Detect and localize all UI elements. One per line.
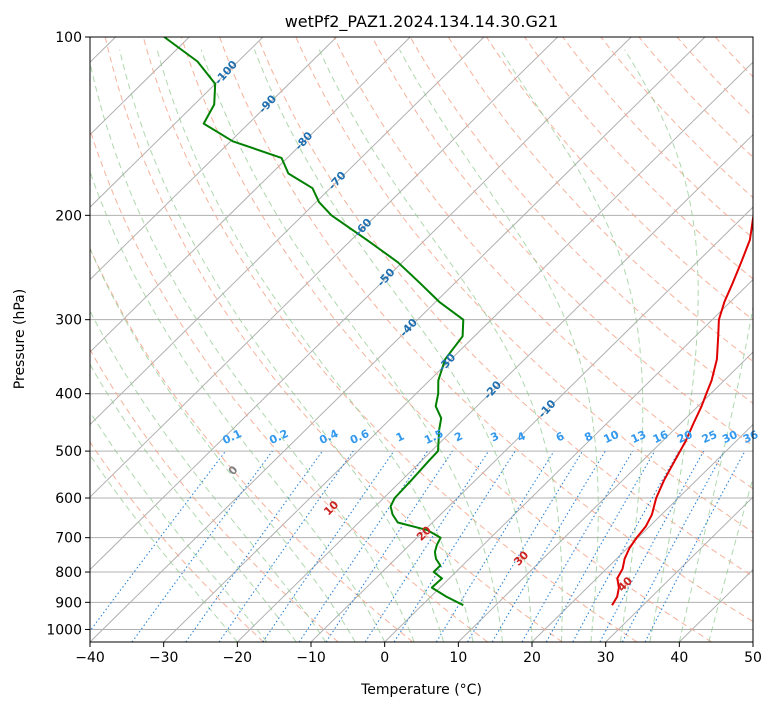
y-tick-label: 900	[55, 595, 82, 611]
isotherm-line	[163, 61, 753, 642]
isotherm-line	[90, 37, 411, 353]
isotherm-line	[605, 496, 753, 642]
plot-frame	[89, 36, 754, 643]
x-tick-label: 0	[380, 650, 389, 666]
dewpoint-line	[163, 37, 465, 607]
x-tick-label: 40	[670, 650, 688, 666]
x-axis-title: Temperature (°C)	[360, 682, 482, 698]
isotherm-line	[236, 133, 753, 642]
x-axis: −40 −30 −20 −10 0 10 20 30 40 50	[75, 642, 762, 666]
dry-adiabat-line	[524, 37, 753, 280]
isotherm-line	[90, 37, 485, 426]
mixing-ratio-line	[435, 450, 555, 642]
moist-adiabat-line	[90, 454, 238, 642]
mixing-ratio-line	[491, 450, 606, 642]
mixing-ratio-label: 36	[741, 428, 761, 446]
y-tick-label: 1000	[46, 622, 82, 638]
mixing-ratio-line	[545, 450, 656, 642]
profile-series-group	[163, 37, 753, 607]
dry-adiabat-line	[90, 441, 264, 642]
x-tick-label: −30	[149, 650, 179, 666]
moist-adiabat-line	[90, 363, 297, 642]
moist-adiabat-line	[90, 410, 268, 642]
dry-adiabat-line	[333, 37, 753, 490]
temperature-line	[611, 214, 753, 606]
y-tick-label: 800	[55, 565, 82, 581]
chart-title: wetPf2_PAZ1.2024.134.14.30.G21	[285, 12, 559, 32]
dry-adiabat-line	[447, 37, 753, 363]
moist-adiabat-line	[624, 49, 699, 642]
y-axis: 100 200 300 400 500 600 700 800 900 1000	[46, 30, 90, 638]
x-tick-label: 30	[597, 650, 615, 666]
mixing-ratio-line	[393, 450, 516, 642]
isotherm-line	[384, 278, 753, 642]
moist-adiabat-line	[399, 49, 599, 642]
isotherm-line	[310, 206, 753, 642]
dry-adiabat-line	[180, 37, 712, 642]
y-tick-label: 400	[55, 387, 82, 403]
mixing-ratio-line	[599, 450, 705, 642]
mixing-ratio-label: 10	[602, 428, 622, 446]
moist-adiabat-line	[119, 49, 445, 642]
mixing-ratio-label: 30	[720, 428, 740, 446]
dry-adiabat-line	[219, 37, 753, 623]
dry-adiabat-line	[142, 37, 638, 642]
y-tick-label: 500	[55, 444, 82, 460]
y-tick-label: 300	[55, 313, 82, 329]
x-tick-label: −10	[296, 650, 326, 666]
moist-adiabat-line	[708, 476, 753, 642]
moist-adiabat-line	[156, 49, 474, 642]
x-tick-label: −20	[223, 650, 253, 666]
dry-adiabat-line	[90, 128, 488, 642]
moist-adiabat-line	[90, 247, 356, 642]
dry-adiabat-line	[295, 37, 753, 533]
isotherm-line	[90, 37, 337, 281]
dry-adiabat-line	[90, 247, 414, 642]
moist-adiabat-line	[253, 49, 533, 642]
dry-adiabat-line	[104, 37, 563, 642]
mixing-ratio-label: 13	[629, 428, 648, 446]
moist-adiabat-line	[499, 49, 644, 642]
moist-adiabat-line	[678, 304, 753, 642]
mixing-ratio-line	[621, 450, 725, 642]
x-tick-label: −40	[75, 650, 105, 666]
x-tick-label: 20	[523, 650, 541, 666]
x-tick-label: 10	[449, 650, 467, 666]
mixing-ratio-line	[572, 450, 680, 642]
y-tick-label: 700	[55, 531, 82, 547]
isotherm-line	[457, 351, 753, 642]
y-axis-title: Pressure (hPa)	[12, 289, 28, 389]
plot-area-background	[90, 37, 753, 642]
isotherm-line	[90, 37, 706, 642]
y-tick-label: 600	[55, 491, 82, 507]
mixing-ratio-line	[262, 450, 395, 642]
mixing-ratio-line	[521, 450, 634, 642]
mixing-ratio-line	[185, 450, 323, 642]
x-tick-label: 50	[744, 650, 762, 666]
moist-adiabat-line	[90, 309, 327, 642]
isotherm-line	[90, 37, 558, 498]
y-tick-label: 200	[55, 208, 82, 224]
dry-adiabat-line	[257, 37, 753, 578]
dry-adiabat-line	[371, 37, 753, 447]
moist-adiabat-line	[90, 170, 386, 642]
mixing-ratio-label: 20	[675, 428, 695, 446]
mixing-ratio-line	[131, 450, 273, 642]
isotherm-line	[90, 37, 264, 208]
y-tick-label: 100	[55, 30, 82, 46]
isotherm-line	[90, 37, 632, 571]
moist-adiabat-line	[200, 49, 503, 642]
mixing-ratio-line	[218, 450, 354, 642]
mixing-ratio-label: 16	[651, 428, 671, 446]
dry-adiabat-line	[562, 37, 753, 239]
mixing-ratio-line	[364, 450, 490, 642]
background-reference-lines	[90, 37, 753, 642]
mixing-ratio-label: 25	[700, 428, 719, 446]
moist-adiabat-line	[90, 60, 415, 642]
moist-adiabat-line	[318, 49, 563, 642]
mixing-ratio-line	[467, 450, 584, 642]
